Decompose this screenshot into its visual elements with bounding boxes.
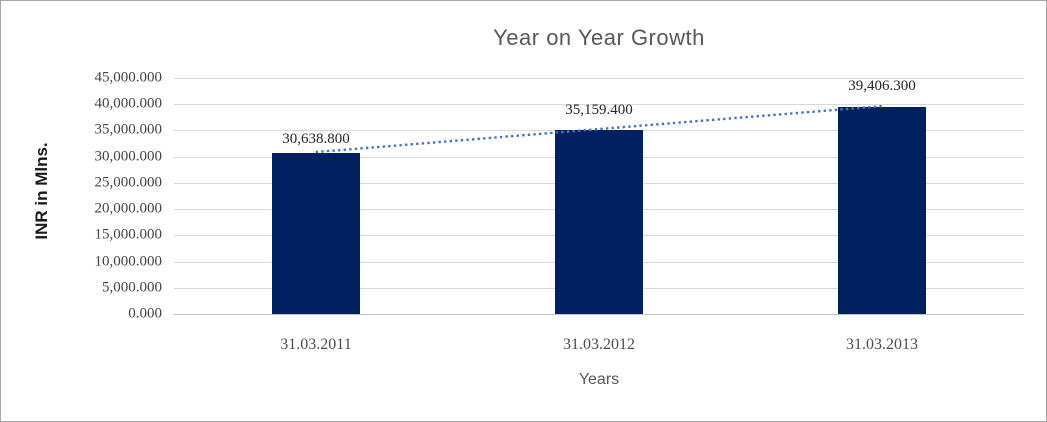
y-tick-label: 45,000.000 [94,69,163,86]
y-tick-label: 20,000.000 [94,200,163,217]
bar-data-label: 39,406.300 [848,78,916,94]
y-tick-label: 40,000.000 [94,95,163,112]
y-tick-label: 5,000.000 [102,279,162,296]
x-axis-line [174,314,1024,315]
y-tick-label: 35,000.000 [94,121,163,138]
bar [555,130,643,314]
bar [272,153,360,314]
y-tick-label: 10,000.000 [94,253,163,270]
x-category-label: 31.03.2013 [846,336,918,353]
x-category-label: 31.03.2011 [280,336,352,353]
bar-data-label: 35,159.400 [565,102,633,118]
bar [838,107,926,314]
x-axis-title: Years [578,371,620,388]
y-tick-label: 0.000 [128,305,162,322]
gridline [174,78,1024,79]
gridline [174,104,1024,105]
x-category-label: 31.03.2012 [563,336,635,353]
y-tick-label: 25,000.000 [94,174,163,191]
bar-data-label: 30,638.800 [282,131,350,147]
y-tick-label: 30,000.000 [94,148,163,165]
chart-title: Year on Year Growth [493,25,705,50]
y-tick-label: 15,000.000 [94,226,163,243]
